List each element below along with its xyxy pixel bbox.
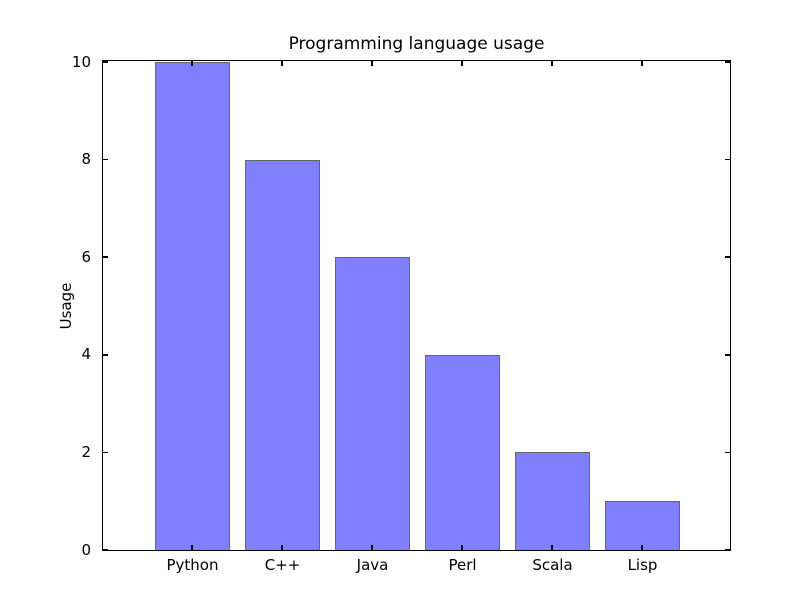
bar-perl [424,354,500,550]
x-tick-label: Perl [448,556,477,574]
x-tick-bottom [641,545,643,550]
x-tick-label: Lisp [627,556,658,574]
x-tick-bottom [371,545,373,550]
y-tick-left [103,256,108,258]
y-tick-label: 0 [81,540,91,559]
x-tick-bottom [461,545,463,550]
bar-java [334,257,410,550]
bar-c++ [244,159,320,550]
y-tick-left [103,354,108,356]
y-tick-left [103,61,108,63]
bar-lisp [604,501,680,550]
plot-area [102,60,731,551]
y-tick-left [103,451,108,454]
y-tick-label: 10 [71,52,91,71]
y-tick-left [103,158,108,161]
bar-python [154,62,230,550]
x-tick-top [191,61,193,66]
y-tick-right [725,354,730,356]
x-tick-top [371,61,373,66]
x-tick-top [551,61,553,66]
x-tick-top [461,61,463,66]
y-tick-label: 4 [81,345,91,364]
x-tick-bottom [281,545,283,550]
y-tick-right [725,451,730,454]
x-tick-top [281,61,283,66]
x-tick-label: Python [166,556,219,574]
x-tick-label: Java [356,556,389,574]
y-tick-label: 2 [81,442,91,461]
chart-title: Programming language usage [288,34,545,54]
x-tick-bottom [191,545,193,550]
y-tick-label: 6 [81,247,91,266]
x-tick-label: C++ [264,556,301,574]
y-tick-right [725,158,730,161]
bar-scala [514,452,590,550]
y-tick-left [103,549,108,551]
x-tick-top [641,61,643,66]
y-tick-right [725,61,730,63]
x-tick-label: Scala [532,556,573,574]
y-tick-right [725,549,730,551]
y-tick-label: 8 [81,150,91,169]
y-tick-right [725,256,730,258]
y-axis-label: Usage [57,282,75,330]
x-tick-bottom [551,545,553,550]
